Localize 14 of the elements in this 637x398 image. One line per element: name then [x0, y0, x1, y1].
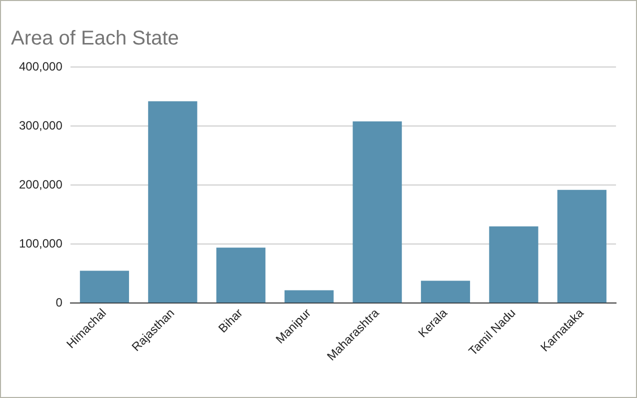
bar [284, 290, 334, 303]
y-tick-label: 0 [56, 295, 63, 310]
y-tick-label: 400,000 [18, 59, 63, 74]
bar [557, 190, 606, 303]
bar [489, 226, 538, 303]
bar [352, 121, 402, 303]
y-tick-label: 100,000 [18, 236, 63, 250]
y-tick-label: 200,000 [18, 177, 63, 192]
bar [216, 248, 266, 303]
y-tick-label: 300,000 [18, 118, 63, 132]
bar [80, 270, 130, 303]
chart-title: Area of Each State [11, 28, 179, 50]
bar [420, 280, 470, 303]
bar [148, 101, 198, 303]
